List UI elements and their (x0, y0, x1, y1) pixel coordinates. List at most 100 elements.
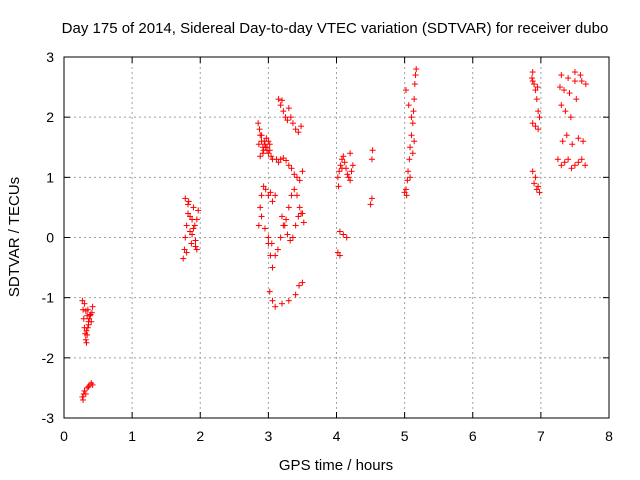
data-point (571, 69, 578, 76)
data-point (182, 195, 189, 202)
grid (64, 57, 609, 418)
data-point (264, 147, 271, 154)
data-point (183, 222, 190, 229)
data-point (536, 114, 543, 121)
data-point (263, 135, 270, 142)
data-point (181, 246, 188, 253)
data-point (577, 72, 584, 79)
data-point (558, 72, 565, 79)
y-tick-label: -1 (42, 290, 55, 306)
data-point (336, 168, 343, 175)
data-point (529, 78, 536, 85)
data-point (368, 156, 375, 163)
y-tick-label: 3 (46, 49, 54, 65)
data-point (531, 180, 538, 187)
data-point (81, 300, 88, 307)
data-point (84, 324, 91, 331)
data-point (529, 168, 536, 175)
data-point (85, 321, 92, 328)
data-point (367, 201, 374, 208)
data-point (265, 234, 272, 241)
data-point (279, 300, 285, 307)
data-point (568, 165, 575, 172)
y-tick-label: -3 (42, 410, 55, 426)
data-point (188, 240, 195, 247)
data-point (285, 297, 292, 304)
data-point (84, 331, 91, 338)
data-point (89, 303, 96, 310)
data-point (578, 156, 585, 163)
data-point (407, 144, 414, 151)
data-point (187, 213, 194, 220)
data-point (554, 156, 561, 163)
data-point (89, 381, 96, 388)
data-point (187, 228, 194, 235)
data-point (338, 156, 345, 163)
data-point (79, 297, 86, 304)
data-point (259, 150, 266, 157)
data-point (191, 222, 198, 229)
data-point (556, 84, 563, 91)
data-point (582, 81, 589, 88)
data-point (401, 189, 408, 196)
data-point (183, 249, 190, 256)
data-point (282, 114, 289, 121)
data-point (292, 126, 299, 133)
data-point (289, 120, 296, 127)
y-tick-label: 2 (46, 109, 54, 125)
data-point (277, 156, 284, 163)
data-point (189, 231, 196, 238)
data-point (255, 222, 262, 229)
data-point (185, 198, 192, 205)
data-point (283, 157, 290, 164)
data-point (338, 165, 345, 172)
data-point (571, 78, 578, 85)
data-point (84, 384, 91, 391)
data-point (260, 183, 267, 190)
data-point (257, 204, 264, 211)
data-point (575, 135, 582, 142)
data-point (262, 144, 269, 151)
data-point (349, 162, 356, 169)
data-point (299, 279, 306, 286)
x-tick-label: 4 (333, 428, 341, 444)
data-point (80, 315, 87, 322)
data-point (193, 216, 200, 223)
data-point (274, 246, 281, 253)
data-point (578, 78, 585, 85)
data-point (336, 252, 343, 259)
data-point (277, 234, 284, 241)
data-point (82, 390, 89, 397)
data-point (292, 291, 299, 298)
x-axis-label: GPS time / hours (279, 457, 393, 474)
data-point (535, 126, 542, 133)
data-point (411, 96, 418, 103)
data-point (81, 387, 88, 394)
x-axis: 0 1 2 3 4 5 6 7 8 (60, 57, 613, 444)
data-point (409, 120, 416, 127)
data-point (295, 213, 302, 220)
data-point (266, 141, 273, 148)
data-point (284, 117, 291, 124)
data-point (256, 126, 263, 133)
data-point (565, 75, 572, 82)
data-point (84, 306, 91, 313)
data-point (267, 189, 274, 196)
data-point (272, 303, 279, 310)
data-point (269, 297, 276, 304)
data-point (285, 105, 292, 112)
x-tick-label: 1 (128, 428, 136, 444)
data-point (192, 243, 199, 250)
data-point (532, 174, 539, 181)
data-point (293, 192, 300, 199)
data-point (348, 168, 355, 175)
x-tick-label: 2 (196, 428, 204, 444)
data-point (291, 186, 298, 193)
data-point (269, 198, 276, 205)
data-point (561, 87, 568, 94)
data-point (558, 102, 565, 109)
data-point (340, 153, 347, 160)
data-point (408, 114, 415, 121)
data-point (337, 162, 344, 169)
data-point (88, 309, 95, 316)
